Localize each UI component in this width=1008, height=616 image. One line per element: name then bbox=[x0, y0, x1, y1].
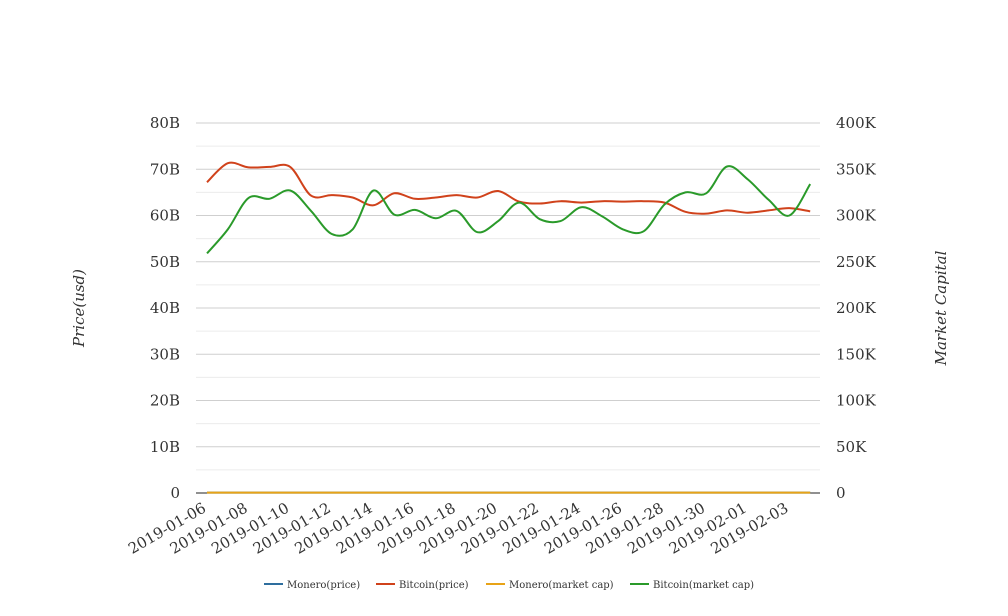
legend: Monero(price) Bitcoin(price) Monero(market… bbox=[264, 580, 754, 591]
series-line-bitcoin-market-cap bbox=[206, 165, 812, 255]
y-left-tick-label: 30B bbox=[150, 345, 180, 363]
y-left-tick-label: 40B bbox=[150, 299, 180, 317]
y-right-tick-label: 300K bbox=[836, 207, 877, 225]
y-axis-right: 0 50K 100K 150K 200K 250K 300K 350K 400K bbox=[836, 114, 877, 502]
y-axis-right-title: Market Capital bbox=[932, 250, 950, 366]
y-right-tick-label: 400K bbox=[836, 114, 877, 132]
y-right-tick-label: 200K bbox=[836, 299, 877, 317]
series-line-bitcoin-price bbox=[206, 161, 811, 215]
y-right-tick-label: 100K bbox=[836, 392, 877, 410]
y-left-tick-label: 50B bbox=[150, 253, 180, 271]
legend-label-monero-market-cap: Monero(market cap) bbox=[509, 580, 614, 591]
y-right-tick-label: 350K bbox=[836, 160, 877, 178]
y-left-tick-label: 10B bbox=[150, 438, 180, 456]
x-axis: 2019-01-062019-01-082019-01-102019-01-12… bbox=[125, 499, 791, 558]
legend-label-bitcoin-market-cap: Bitcoin(market cap) bbox=[653, 580, 754, 591]
y-left-tick-label: 20B bbox=[150, 392, 180, 410]
y-left-tick-label: 80B bbox=[150, 114, 180, 132]
legend-label-monero-price: Monero(price) bbox=[287, 580, 360, 591]
y-right-tick-label: 50K bbox=[836, 438, 867, 456]
y-right-tick-label: 150K bbox=[836, 345, 877, 363]
y-right-tick-label: 250K bbox=[836, 253, 877, 271]
gridlines bbox=[196, 122, 820, 494]
y-axis-left: 0 10B 20B 30B 40B 50B 60B 70B 80B bbox=[150, 114, 180, 502]
series-lines bbox=[206, 161, 812, 494]
y-left-tick-label: 70B bbox=[150, 160, 180, 178]
y-right-tick-label: 0 bbox=[836, 484, 846, 502]
y-left-tick-label: 60B bbox=[150, 207, 180, 225]
y-left-tick-label: 0 bbox=[170, 484, 180, 502]
y-axis-left-title: Price(usd) bbox=[70, 269, 88, 348]
legend-label-bitcoin-price: Bitcoin(price) bbox=[399, 580, 469, 591]
